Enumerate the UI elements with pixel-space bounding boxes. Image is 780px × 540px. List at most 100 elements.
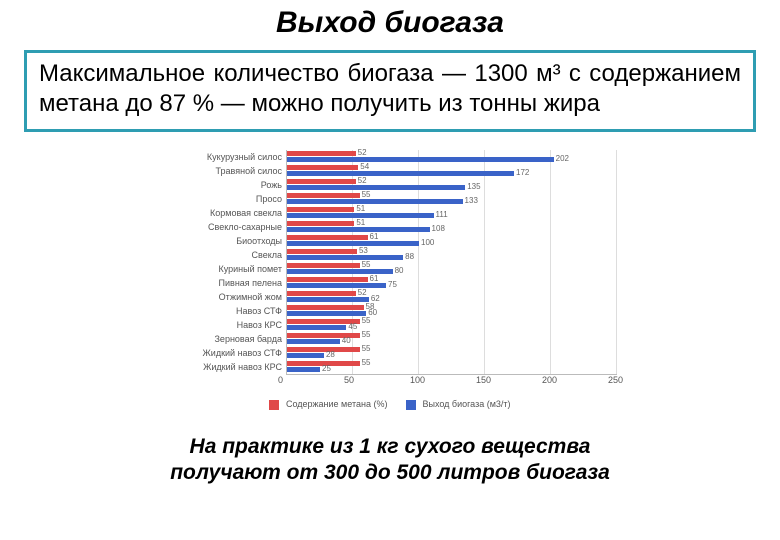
bar-methane: 55 bbox=[287, 347, 360, 352]
y-tick-label: Куриный помет bbox=[160, 262, 282, 276]
bar-value: 202 bbox=[556, 154, 576, 163]
bar-methane: 61 bbox=[287, 277, 368, 282]
bar-value: 55 bbox=[362, 190, 382, 199]
chart-legend: Содержание метана (%) Выход биогаза (м3/… bbox=[160, 399, 620, 410]
x-axis-labels: 050100150200250 bbox=[286, 375, 616, 385]
bar-value: 61 bbox=[370, 274, 390, 283]
bar-value: 52 bbox=[358, 176, 378, 185]
footer-line-2: получают от 300 до 500 литров биогаза bbox=[0, 460, 780, 486]
bar-value: 51 bbox=[356, 204, 376, 213]
chart-row: 55 80 bbox=[287, 262, 617, 276]
y-axis-labels: Кукурузный силосТравяной силосРожьПросоК… bbox=[160, 150, 286, 375]
bar-value: 75 bbox=[388, 280, 408, 289]
y-tick-label: Навоз СТФ bbox=[160, 304, 282, 318]
x-tick: 100 bbox=[410, 375, 476, 385]
page-title: Выход биогаза bbox=[0, 6, 780, 40]
y-tick-label: Кукурузный силос bbox=[160, 150, 282, 164]
chart-row: 6175 bbox=[287, 276, 617, 290]
bar-value: 40 bbox=[342, 336, 362, 345]
bar-value: 55 bbox=[362, 260, 382, 269]
chart-row: 51 111 bbox=[287, 206, 617, 220]
bar-value: 51 bbox=[356, 218, 376, 227]
y-tick-label: Свекло-сахарные bbox=[160, 220, 282, 234]
x-tick: 200 bbox=[542, 375, 608, 385]
bar-methane: 55 bbox=[287, 193, 360, 198]
bar-yield: 60 bbox=[287, 311, 366, 316]
bar-value: 54 bbox=[360, 162, 380, 171]
y-tick-label: Свекла bbox=[160, 248, 282, 262]
bar-methane: 51 bbox=[287, 207, 354, 212]
chart-row: 5540 bbox=[287, 332, 617, 346]
bar-value: 52 bbox=[358, 148, 378, 157]
x-tick: 0 bbox=[278, 375, 344, 385]
bar-value: 55 bbox=[362, 330, 382, 339]
bar-yield: 40 bbox=[287, 339, 340, 344]
plot-area: 5220254172521355513351111511086110053885… bbox=[286, 150, 617, 375]
y-tick-label: Биоотходы bbox=[160, 234, 282, 248]
bar-value: 111 bbox=[436, 210, 456, 219]
chart-row: 55 133 bbox=[287, 192, 617, 206]
bar-value: 28 bbox=[326, 350, 346, 359]
y-tick-label: Рожь bbox=[160, 178, 282, 192]
x-tick: 50 bbox=[344, 375, 410, 385]
chart-row: 61100 bbox=[287, 234, 617, 248]
legend-swatch-blue bbox=[406, 400, 416, 410]
y-tick-label: Кормовая свекла bbox=[160, 206, 282, 220]
bar-methane: 53 bbox=[287, 249, 357, 254]
bar-yield: 88 bbox=[287, 255, 403, 260]
bar-yield: 172 bbox=[287, 171, 514, 176]
bar-methane: 51 bbox=[287, 221, 354, 226]
bar-yield: 62 bbox=[287, 297, 369, 302]
bar-methane: 55 bbox=[287, 263, 360, 268]
bar-methane: 54 bbox=[287, 165, 358, 170]
chart-row: 5528 bbox=[287, 346, 617, 360]
bar-methane: 52 bbox=[287, 179, 356, 184]
chart-container: Кукурузный силосТравяной силосРожьПросоК… bbox=[0, 150, 780, 410]
legend-label-red: Содержание метана (%) bbox=[286, 399, 388, 409]
bar-value: 53 bbox=[359, 246, 379, 255]
x-tick: 150 bbox=[476, 375, 542, 385]
x-tick: 250 bbox=[608, 375, 623, 385]
bar-yield: 25 bbox=[287, 367, 320, 372]
footer-line-1: На практике из 1 кг сухого вещества bbox=[0, 434, 780, 460]
bar-value: 25 bbox=[322, 364, 342, 373]
bar-yield: 28 bbox=[287, 353, 324, 358]
chart-row: 5545 bbox=[287, 318, 617, 332]
bar-value: 55 bbox=[362, 344, 382, 353]
y-tick-label: Травяной силос bbox=[160, 164, 282, 178]
bar-value: 55 bbox=[362, 358, 382, 367]
chart-row: 51108 bbox=[287, 220, 617, 234]
slide: Выход биогаза Максимальное количество би… bbox=[0, 0, 780, 540]
chart-row: 52202 bbox=[287, 150, 617, 164]
y-tick-label: Пивная пелена bbox=[160, 276, 282, 290]
biogas-chart: Кукурузный силосТравяной силосРожьПросоК… bbox=[160, 150, 620, 410]
chart-row: 52 135 bbox=[287, 178, 617, 192]
bar-yield: 108 bbox=[287, 227, 430, 232]
chart-row: 54172 bbox=[287, 164, 617, 178]
chart-row: 55 25 bbox=[287, 360, 617, 374]
bar-value: 135 bbox=[467, 182, 487, 191]
bar-yield: 45 bbox=[287, 325, 346, 330]
y-tick-label: Отжимной жом bbox=[160, 290, 282, 304]
bar-methane: 58 bbox=[287, 305, 364, 310]
bar-value: 61 bbox=[370, 232, 390, 241]
bar-methane: 52 bbox=[287, 291, 356, 296]
legend-swatch-red bbox=[269, 400, 279, 410]
bar-value: 133 bbox=[465, 196, 485, 205]
bar-value: 100 bbox=[421, 238, 441, 247]
y-tick-label: Навоз КРС bbox=[160, 318, 282, 332]
y-tick-label: Жидкий навоз КРС bbox=[160, 360, 282, 374]
bar-value: 88 bbox=[405, 252, 425, 261]
legend-label-blue: Выход биогаза (м3/т) bbox=[422, 399, 510, 409]
chart-row: 5860 bbox=[287, 304, 617, 318]
bar-yield: 202 bbox=[287, 157, 554, 162]
bar-value: 172 bbox=[516, 168, 536, 177]
bar-yield: 100 bbox=[287, 241, 419, 246]
y-tick-label: Жидкий навоз СТФ bbox=[160, 346, 282, 360]
chart-row: 5262 bbox=[287, 290, 617, 304]
y-tick-label: Просо bbox=[160, 192, 282, 206]
info-box: Максимальное количество биогаза — 1300 м… bbox=[24, 50, 756, 132]
bar-methane: 61 bbox=[287, 235, 368, 240]
bar-value: 80 bbox=[395, 266, 415, 275]
bar-methane: 52 bbox=[287, 151, 356, 156]
